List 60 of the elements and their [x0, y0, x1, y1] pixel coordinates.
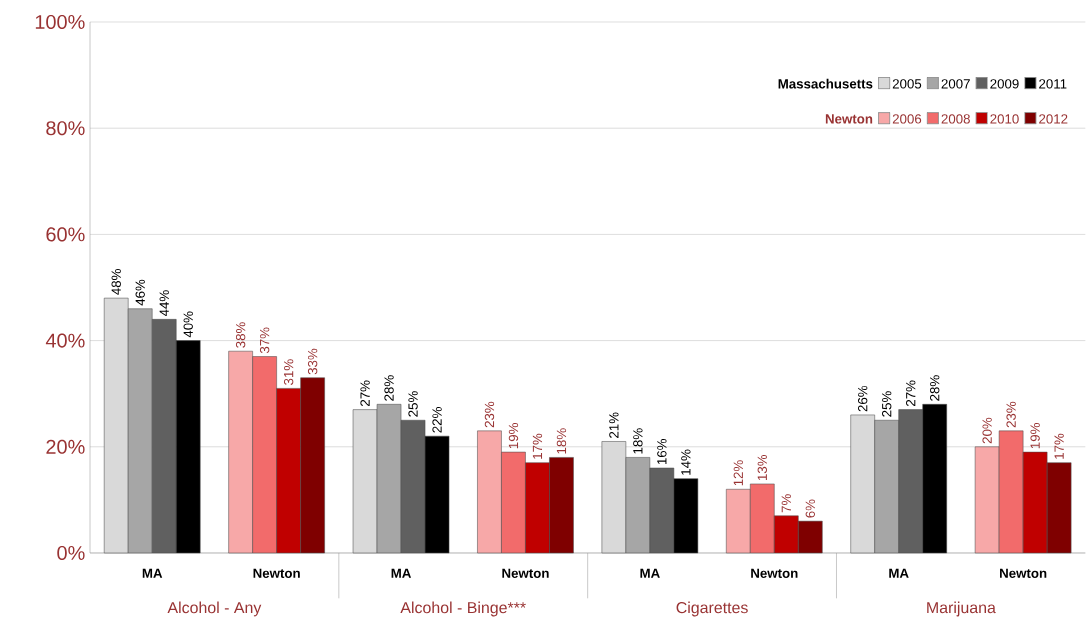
data-label: 31%: [283, 359, 294, 386]
data-label: 23%: [1006, 401, 1016, 428]
x-tick-label: MA: [391, 568, 412, 578]
legend-label: 2009: [990, 79, 1019, 89]
data-label: 7%: [781, 494, 791, 513]
data-label: 25%: [882, 391, 892, 417]
legend-label: 2012: [1039, 114, 1068, 124]
x-tick-label: MA: [142, 568, 163, 578]
data-label: 18%: [633, 428, 643, 454]
legend-label: 2005: [892, 79, 922, 89]
x-tick-label: Newton: [1000, 568, 1047, 579]
x-tick-label: Newton: [751, 568, 798, 579]
data-label: 21%: [609, 412, 619, 438]
y-tick-label: 60%: [46, 227, 85, 242]
legend-label: 2010: [990, 114, 1019, 124]
text: Alcohol - Binge***: [400, 601, 526, 617]
data-label: 40%: [183, 311, 193, 338]
y-tick-label: 100%: [35, 15, 85, 30]
data-label: 16%: [657, 439, 667, 465]
x-tick-label: MA: [889, 568, 909, 578]
data-label: 6%: [805, 499, 815, 518]
y-tick-label: 40%: [45, 333, 85, 348]
legend-label: 2008: [941, 114, 970, 124]
y-tick-label: 20%: [46, 439, 85, 454]
data-label: 12%: [733, 460, 743, 486]
data-label: 27%: [906, 380, 916, 407]
data-label: 23%: [484, 401, 495, 428]
data-label: 46%: [135, 279, 145, 306]
x-tick-label: Newton: [253, 568, 300, 579]
data-label: 20%: [982, 417, 992, 444]
data-label: 44%: [159, 290, 169, 317]
data-label: 25%: [408, 391, 418, 417]
data-label: 48%: [111, 269, 121, 295]
data-label: 19%: [508, 423, 519, 449]
data-label: 27%: [360, 380, 370, 407]
x-tick-label: MA: [640, 568, 660, 578]
data-label: 17%: [1054, 433, 1064, 459]
legend-label: 2006: [892, 114, 922, 124]
annotation: Newton: [825, 114, 873, 124]
text: Marijuana: [927, 601, 996, 617]
annotation: Massachusetts: [778, 78, 873, 89]
data-label: 38%: [235, 322, 246, 348]
data-label: 28%: [384, 375, 394, 401]
data-label: 33%: [307, 348, 318, 375]
y-tick-label: 0%: [57, 546, 85, 561]
text: Alcohol - Any: [167, 601, 262, 617]
data-label: 17%: [532, 433, 543, 459]
data-label: 14%: [681, 449, 691, 475]
data-label: 26%: [858, 385, 868, 412]
data-label: 13%: [757, 454, 767, 481]
data-label: 37%: [259, 327, 270, 354]
data-label: 22%: [432, 407, 442, 433]
data-label: 18%: [556, 428, 567, 454]
legend-label: 2007: [941, 79, 970, 89]
x-tick-label: Newton: [502, 568, 549, 579]
legend-label: 2011: [1039, 79, 1067, 89]
y-tick-label: 80%: [46, 121, 85, 136]
data-label: 19%: [1030, 423, 1040, 449]
text: Cigarettes: [676, 601, 748, 617]
data-label: 28%: [930, 375, 940, 401]
